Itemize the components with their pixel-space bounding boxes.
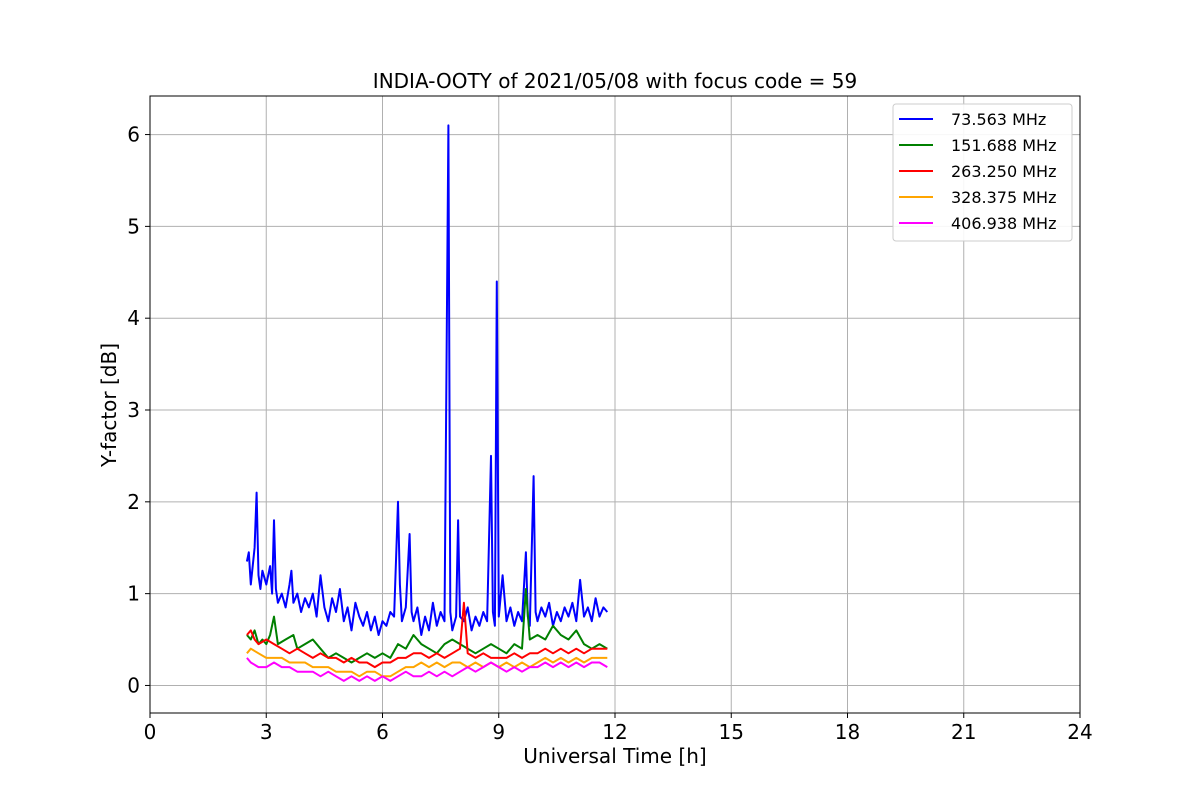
y-tick-label: 3 (127, 398, 140, 422)
x-axis-label: Universal Time [h] (523, 744, 706, 768)
legend: 73.563 MHz 151.688 MHz 263.250 MHz 328.375 … (892, 103, 1073, 242)
x-tick-label: 3 (260, 720, 273, 744)
y-tick-label: 4 (127, 306, 140, 330)
legend-entry-5: 406.938 MHz (951, 214, 1056, 233)
y-tick-label: 2 (127, 490, 140, 514)
series-line-4 (246, 647, 608, 678)
x-tick-label: 15 (719, 720, 744, 744)
series-layer (245, 124, 609, 682)
legend-entry-4: 328.375 MHz (951, 188, 1056, 207)
y-tick-label: 1 (127, 582, 140, 606)
y-axis: 0 1 2 3 4 5 6 (127, 123, 150, 697)
legend-entry-3: 263.250 MHz (951, 162, 1056, 181)
y-axis-label: Y-factor [dB] (97, 343, 121, 468)
x-tick-label: 0 (144, 720, 157, 744)
y-tick-label: 0 (127, 673, 140, 697)
x-tick-label: 12 (602, 720, 627, 744)
series-line-3 (246, 601, 608, 669)
chart-title: INDIA-OOTY of 2021/05/08 with focus code… (373, 69, 857, 93)
x-tick-label: 21 (951, 720, 976, 744)
series-line-5 (246, 657, 608, 682)
x-tick-label: 24 (1067, 720, 1092, 744)
legend-entry-1: 73.563 MHz (951, 110, 1046, 129)
legend-entry-2: 151.688 MHz (951, 136, 1056, 155)
series-line-1 (245, 124, 609, 636)
series-line-2 (246, 588, 608, 664)
y-tick-label: 5 (127, 214, 140, 238)
x-tick-label: 18 (835, 720, 860, 744)
x-tick-label: 9 (492, 720, 505, 744)
x-axis: 0 3 6 9 12 15 18 21 24 (144, 713, 1093, 744)
y-tick-label: 6 (127, 123, 140, 147)
legend-box (892, 103, 1073, 242)
x-tick-label: 6 (376, 720, 389, 744)
